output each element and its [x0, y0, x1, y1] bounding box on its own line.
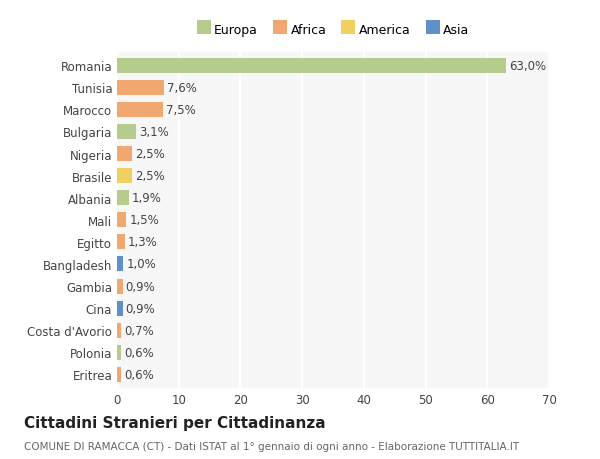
Text: 0,7%: 0,7% [124, 324, 154, 337]
Text: 1,3%: 1,3% [128, 236, 158, 249]
Bar [117, 147, 133, 162]
Text: COMUNE DI RAMACCA (CT) - Dati ISTAT al 1° gennaio di ogni anno - Elaborazione TU: COMUNE DI RAMACCA (CT) - Dati ISTAT al 1… [24, 441, 519, 451]
Text: 7,5%: 7,5% [166, 104, 196, 117]
Bar [117, 323, 121, 338]
Text: 0,6%: 0,6% [124, 346, 154, 359]
Bar [117, 103, 163, 118]
Bar [117, 213, 126, 228]
Text: 1,5%: 1,5% [130, 214, 159, 227]
Bar [117, 169, 133, 184]
Text: 63,0%: 63,0% [509, 60, 546, 73]
Bar [117, 235, 125, 250]
Bar [117, 58, 506, 73]
Bar [117, 125, 136, 140]
Text: Cittadini Stranieri per Cittadinanza: Cittadini Stranieri per Cittadinanza [24, 415, 326, 431]
Text: 2,5%: 2,5% [136, 148, 165, 161]
Text: 3,1%: 3,1% [139, 126, 169, 139]
Bar [117, 345, 121, 360]
Bar [117, 301, 122, 316]
Text: 2,5%: 2,5% [136, 170, 165, 183]
Legend: Europa, Africa, America, Asia: Europa, Africa, America, Asia [194, 22, 472, 40]
Text: 0,9%: 0,9% [125, 280, 155, 293]
Text: 7,6%: 7,6% [167, 82, 197, 95]
Bar [117, 367, 121, 382]
Text: 1,9%: 1,9% [132, 192, 161, 205]
Text: 0,6%: 0,6% [124, 368, 154, 381]
Bar [117, 191, 129, 206]
Bar [117, 81, 164, 95]
Text: 1,0%: 1,0% [126, 258, 156, 271]
Text: 0,9%: 0,9% [125, 302, 155, 315]
Bar [117, 279, 122, 294]
Bar [117, 257, 123, 272]
